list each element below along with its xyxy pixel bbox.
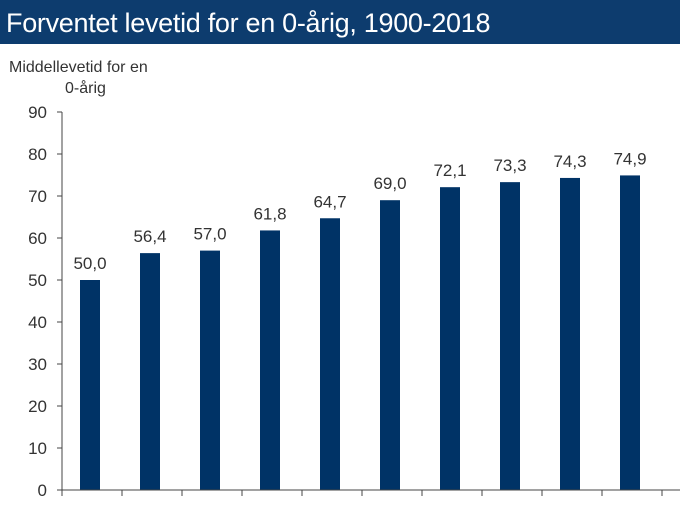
- data-label-7: 72,1: [433, 161, 466, 180]
- data-label-9: 74,3: [553, 152, 586, 171]
- data-label-6: 69,0: [373, 174, 406, 193]
- bar-3: [200, 250, 220, 490]
- y-tick-label-0: 0: [38, 481, 47, 500]
- bar-10: [620, 175, 640, 491]
- data-label-2: 56,4: [133, 227, 166, 246]
- data-label-1: 50,0: [73, 254, 106, 273]
- y-axis-label-line-2: 0-årig: [65, 79, 106, 97]
- y-tick-label-10: 10: [28, 439, 47, 458]
- y-tick-label-90: 90: [28, 103, 47, 122]
- bar-9: [560, 177, 580, 490]
- bar-1: [80, 280, 100, 490]
- y-tick-label-40: 40: [28, 313, 47, 332]
- data-label-3: 57,0: [193, 225, 226, 244]
- y-tick-label-80: 80: [28, 145, 47, 164]
- data-label-5: 64,7: [313, 192, 346, 211]
- data-label-4: 61,8: [253, 204, 286, 223]
- bar-4: [260, 230, 280, 490]
- chart-title: Forventet levetid for en 0-årig, 1900-20…: [6, 8, 491, 38]
- y-tick-label-70: 70: [28, 187, 47, 206]
- y-tick-label-30: 30: [28, 355, 47, 374]
- title-bar: Forventet levetid for en 0-årig, 1900-20…: [0, 0, 680, 44]
- bar-7: [440, 187, 460, 490]
- data-label-10: 74,9: [613, 149, 646, 168]
- bar-5: [320, 218, 340, 490]
- y-tick-label-60: 60: [28, 229, 47, 248]
- data-label-8: 73,3: [493, 156, 526, 175]
- bar-8: [500, 182, 520, 490]
- bar-6: [380, 200, 400, 490]
- y-tick-label-20: 20: [28, 397, 47, 416]
- bar-2: [140, 253, 160, 490]
- y-axis-label-line-1: Middellevetid for en: [9, 59, 148, 76]
- y-tick-label-50: 50: [28, 271, 47, 290]
